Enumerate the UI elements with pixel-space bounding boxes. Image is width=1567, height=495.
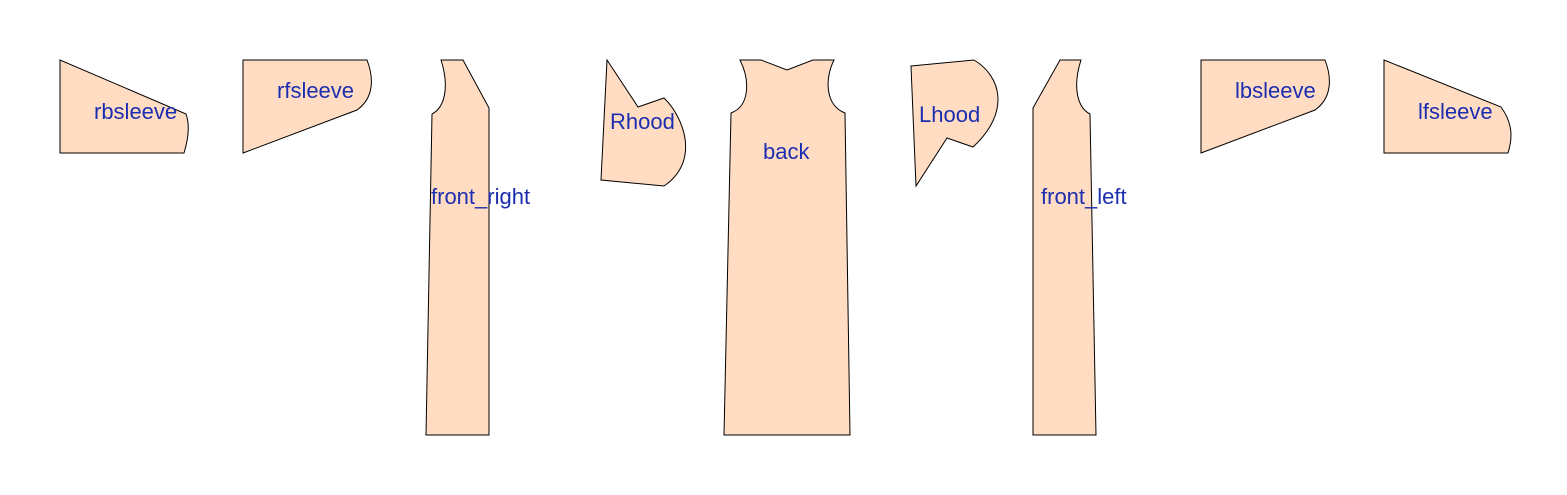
piece-front-right-label: front_right (431, 184, 530, 209)
piece-rfsleeve-label: rfsleeve (277, 78, 354, 103)
piece-lbsleeve: lbsleeve (1200, 59, 1330, 154)
piece-front-left-shape (1032, 59, 1097, 436)
piece-rhood: Rhood (600, 58, 687, 187)
piece-back: back (723, 59, 851, 436)
piece-rfsleeve: rfsleeve (242, 59, 372, 154)
piece-back-label: back (763, 139, 810, 164)
piece-lbsleeve-label: lbsleeve (1235, 78, 1316, 103)
piece-front-right: front_right (425, 59, 530, 436)
piece-rbsleeve-shape (59, 59, 189, 154)
piece-rhood-label: Rhood (610, 109, 675, 134)
piece-back-shape (723, 59, 851, 436)
piece-rfsleeve-shape (242, 59, 372, 154)
piece-lfsleeve: lfsleeve (1383, 59, 1512, 154)
piece-front-right-shape (425, 59, 490, 436)
piece-rbsleeve-label: rbsleeve (94, 99, 177, 124)
piece-lhood: Lhood (910, 59, 999, 188)
piece-lhood-label: Lhood (919, 102, 980, 127)
piece-rhood-shape (600, 58, 687, 187)
piece-lbsleeve-shape (1200, 59, 1330, 154)
piece-front-left-label: front_left (1041, 184, 1127, 209)
piece-lfsleeve-label: lfsleeve (1418, 99, 1493, 124)
piece-rbsleeve: rbsleeve (59, 59, 189, 154)
piece-lfsleeve-shape (1383, 59, 1512, 154)
piece-front-left: front_left (1032, 59, 1127, 436)
piece-lhood-shape (910, 59, 999, 188)
